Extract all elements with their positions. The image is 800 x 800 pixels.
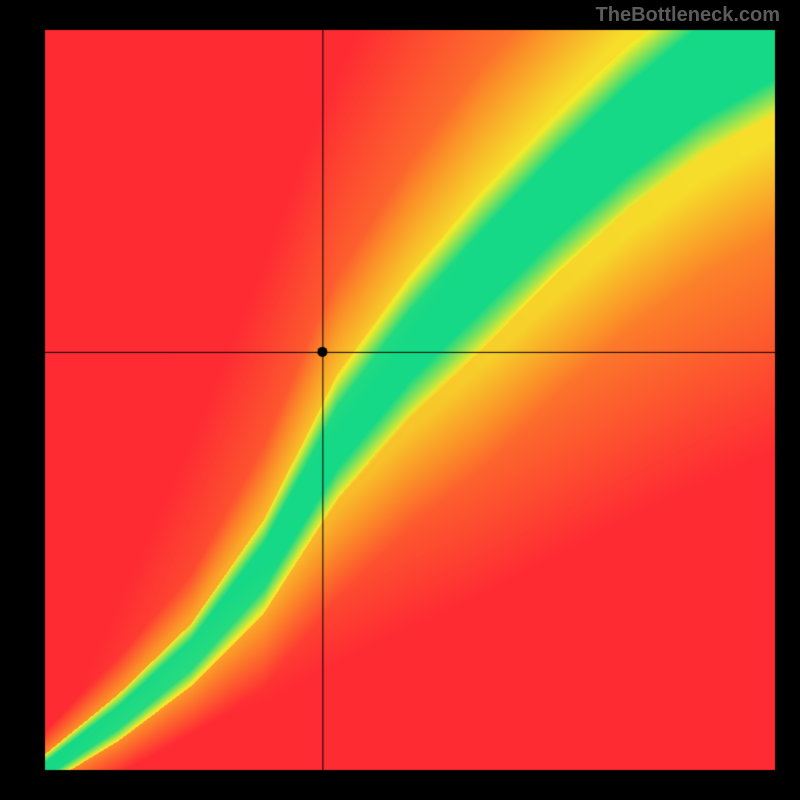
chart-container: TheBottleneck.com (0, 0, 800, 800)
heatmap-canvas (0, 0, 800, 800)
watermark-text: TheBottleneck.com (596, 4, 780, 27)
